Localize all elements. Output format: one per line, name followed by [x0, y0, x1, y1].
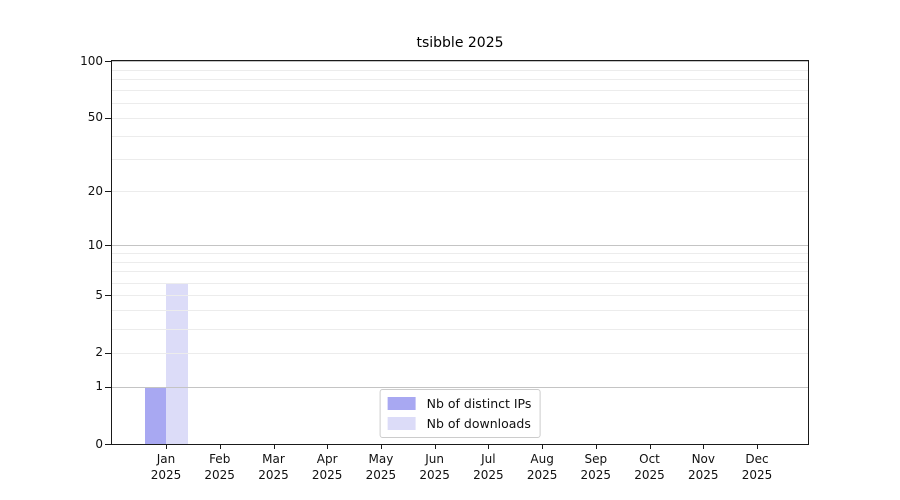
x-tick-label-sep: Sep 2025 — [568, 451, 624, 483]
x-tick-year: 2025 — [526, 468, 558, 482]
x-tick-year: 2025 — [419, 468, 450, 482]
minor-gridline — [112, 69, 808, 71]
y-tick-label-0: 0 — [95, 436, 103, 451]
minor-gridline — [112, 329, 808, 330]
x-tick-year: 2025 — [311, 468, 343, 482]
x-tick-label-nov: Nov 2025 — [675, 451, 731, 483]
x-tick-mark-dec — [757, 445, 758, 449]
x-tick-year: 2025 — [634, 468, 665, 482]
x-tick-month: Oct — [639, 452, 660, 466]
legend: Nb of distinct IPs Nb of downloads — [379, 389, 541, 438]
y-tick-label-2: 2 — [95, 345, 103, 360]
x-tick-year: 2025 — [741, 468, 773, 482]
x-tick-mark-nov — [703, 445, 705, 449]
minor-gridline — [112, 252, 808, 254]
x-tick-label-jun: Jun 2025 — [407, 451, 463, 483]
x-tick-mark-aug — [542, 445, 544, 449]
x-tick-month: Apr — [316, 452, 338, 466]
y-tick-label-1: 1 — [95, 379, 103, 393]
bars-layer — [112, 61, 808, 444]
x-tick-month: Jul — [481, 452, 496, 466]
minor-gridline — [112, 90, 808, 92]
y-tick-mark — [105, 191, 111, 193]
x-tick-mark-may — [380, 445, 382, 449]
chart-title: tsibble 2025 — [416, 35, 504, 51]
minor-gridline — [112, 310, 808, 312]
y-tick-label-10: 10 — [87, 237, 103, 252]
y-tick-mark — [105, 386, 111, 388]
major-gridline — [112, 61, 808, 62]
y-tick-mark — [105, 444, 111, 445]
x-tick-label-may: May 2025 — [353, 451, 409, 483]
x-tick-mark-oct — [649, 445, 651, 449]
y-tick-mark — [105, 245, 111, 246]
x-tick-year: 2025 — [204, 468, 235, 482]
bar-nb-of-distinct-ips-jan — [144, 386, 166, 444]
y-tick-label-100: 100 — [80, 53, 103, 68]
y-tick-label-50: 50 — [87, 110, 103, 125]
x-tick-label-oct: Oct 2025 — [622, 451, 678, 483]
x-tick-month: Nov — [691, 452, 715, 466]
minor-gridline — [112, 102, 808, 104]
y-tick-mark — [105, 117, 111, 119]
legend-label-downloads: Nb of downloads — [426, 416, 531, 431]
minor-gridline — [112, 282, 808, 284]
x-tick-month: Mar — [262, 452, 285, 466]
x-tick-month: Feb — [209, 452, 231, 466]
y-tick-label-20: 20 — [87, 183, 103, 198]
x-tick-year: 2025 — [150, 468, 182, 482]
minor-gridline — [112, 352, 808, 354]
minor-gridline — [112, 191, 808, 193]
x-tick-month: Sep — [584, 452, 608, 466]
x-tick-mark-jul — [488, 445, 490, 449]
x-tick-label-mar: Mar 2025 — [246, 451, 302, 483]
major-gridline — [112, 386, 808, 388]
x-tick-mark-sep — [595, 445, 597, 449]
minor-gridline — [112, 159, 808, 160]
legend-label-distinct-ips: Nb of distinct IPs — [426, 396, 532, 411]
minor-gridline — [112, 271, 808, 273]
y-tick-mark — [105, 61, 111, 62]
bar-nb-of-downloads-jan — [166, 282, 188, 444]
minor-gridline — [112, 79, 808, 81]
minor-gridline — [112, 295, 808, 297]
legend-entry-downloads: Nb of downloads — [387, 415, 532, 432]
x-tick-label-aug: Aug 2025 — [514, 451, 570, 483]
x-tick-month: May — [368, 452, 394, 466]
x-tick-year: 2025 — [688, 468, 719, 482]
gridlines-layer — [112, 61, 808, 444]
minor-gridline — [112, 135, 808, 137]
x-tick-year: 2025 — [365, 468, 397, 482]
x-tick-mark-jun — [434, 445, 436, 449]
x-tick-month: Jun — [425, 452, 444, 466]
legend-entry-distinct-ips: Nb of distinct IPs — [387, 395, 532, 412]
legend-swatch-distinct-ips — [387, 397, 416, 410]
y-tick-mark — [105, 352, 111, 354]
x-tick-month: Jan — [156, 452, 176, 466]
x-tick-month: Dec — [745, 452, 769, 466]
x-tick-year: 2025 — [580, 468, 612, 482]
y-tick-label-5: 5 — [95, 287, 103, 302]
x-tick-label-feb: Feb 2025 — [192, 451, 248, 483]
major-gridline — [112, 245, 808, 246]
y-tick-mark — [105, 295, 111, 297]
minor-gridline — [112, 117, 808, 119]
x-tick-label-dec: Dec 2025 — [729, 451, 785, 483]
x-tick-mark-apr — [327, 445, 329, 449]
x-tick-year: 2025 — [258, 468, 289, 482]
x-tick-label-jan: Jan 2025 — [138, 451, 194, 483]
x-tick-mark-mar — [273, 445, 275, 449]
x-tick-mark-feb — [219, 445, 221, 449]
x-tick-mark-jan — [166, 445, 167, 449]
x-tick-year: 2025 — [473, 468, 504, 482]
plot-area: Nb of distinct IPs Nb of downloads — [111, 60, 809, 445]
legend-swatch-downloads — [387, 417, 416, 430]
x-tick-label-jul: Jul 2025 — [460, 451, 516, 483]
x-tick-month: Aug — [530, 452, 554, 466]
minor-gridline — [112, 261, 808, 263]
x-tick-label-apr: Apr 2025 — [299, 451, 355, 483]
